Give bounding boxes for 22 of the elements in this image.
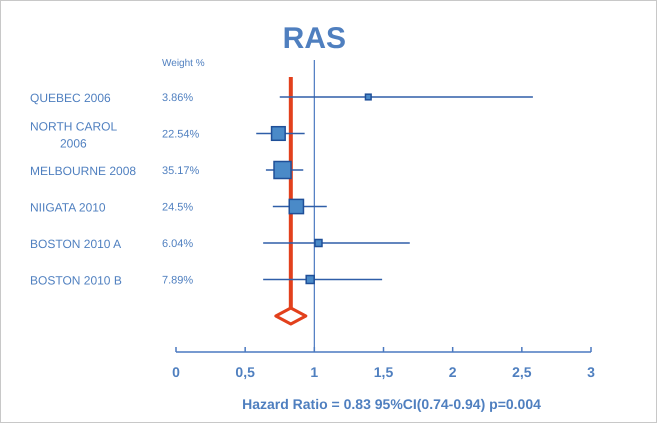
annotation: 35.17% (162, 165, 200, 177)
x-tick-label: 2 (448, 364, 457, 380)
x-tick-label: 0,5 (235, 364, 256, 380)
x-tick-label: 0 (172, 364, 180, 380)
y-tick-label: QUEBEC 2006 (30, 91, 112, 105)
annotation: 6.04% (162, 238, 194, 250)
annotation: 3.86% (162, 92, 194, 104)
x-tick-label: 1 (310, 364, 318, 380)
x-tick-label: 1,5 (374, 364, 394, 380)
x-tick-label: 2,5 (512, 364, 532, 380)
annotation: 22.54% (162, 128, 200, 140)
y-tick-label: NORTH CAROL 2006 (30, 120, 118, 150)
y-tick-label: BOSTON 2010 B (30, 274, 122, 288)
chart-title: RAS (282, 22, 346, 55)
y-tick-label: MELBOURNE 2008 (30, 164, 136, 178)
annotation: 7.89% (162, 274, 194, 286)
x-axis-title: Hazard Ratio = 0.83 95%CI(0.74-0.94) p=0.004 (242, 396, 542, 412)
annotation: Weight % (162, 58, 205, 69)
annotation: 24.5% (162, 202, 194, 214)
y-tick-label: BOSTON 2010 A (30, 237, 122, 251)
y-tick-label: NIIGATA 2010 (30, 200, 106, 214)
x-tick-label: 3 (587, 364, 596, 380)
